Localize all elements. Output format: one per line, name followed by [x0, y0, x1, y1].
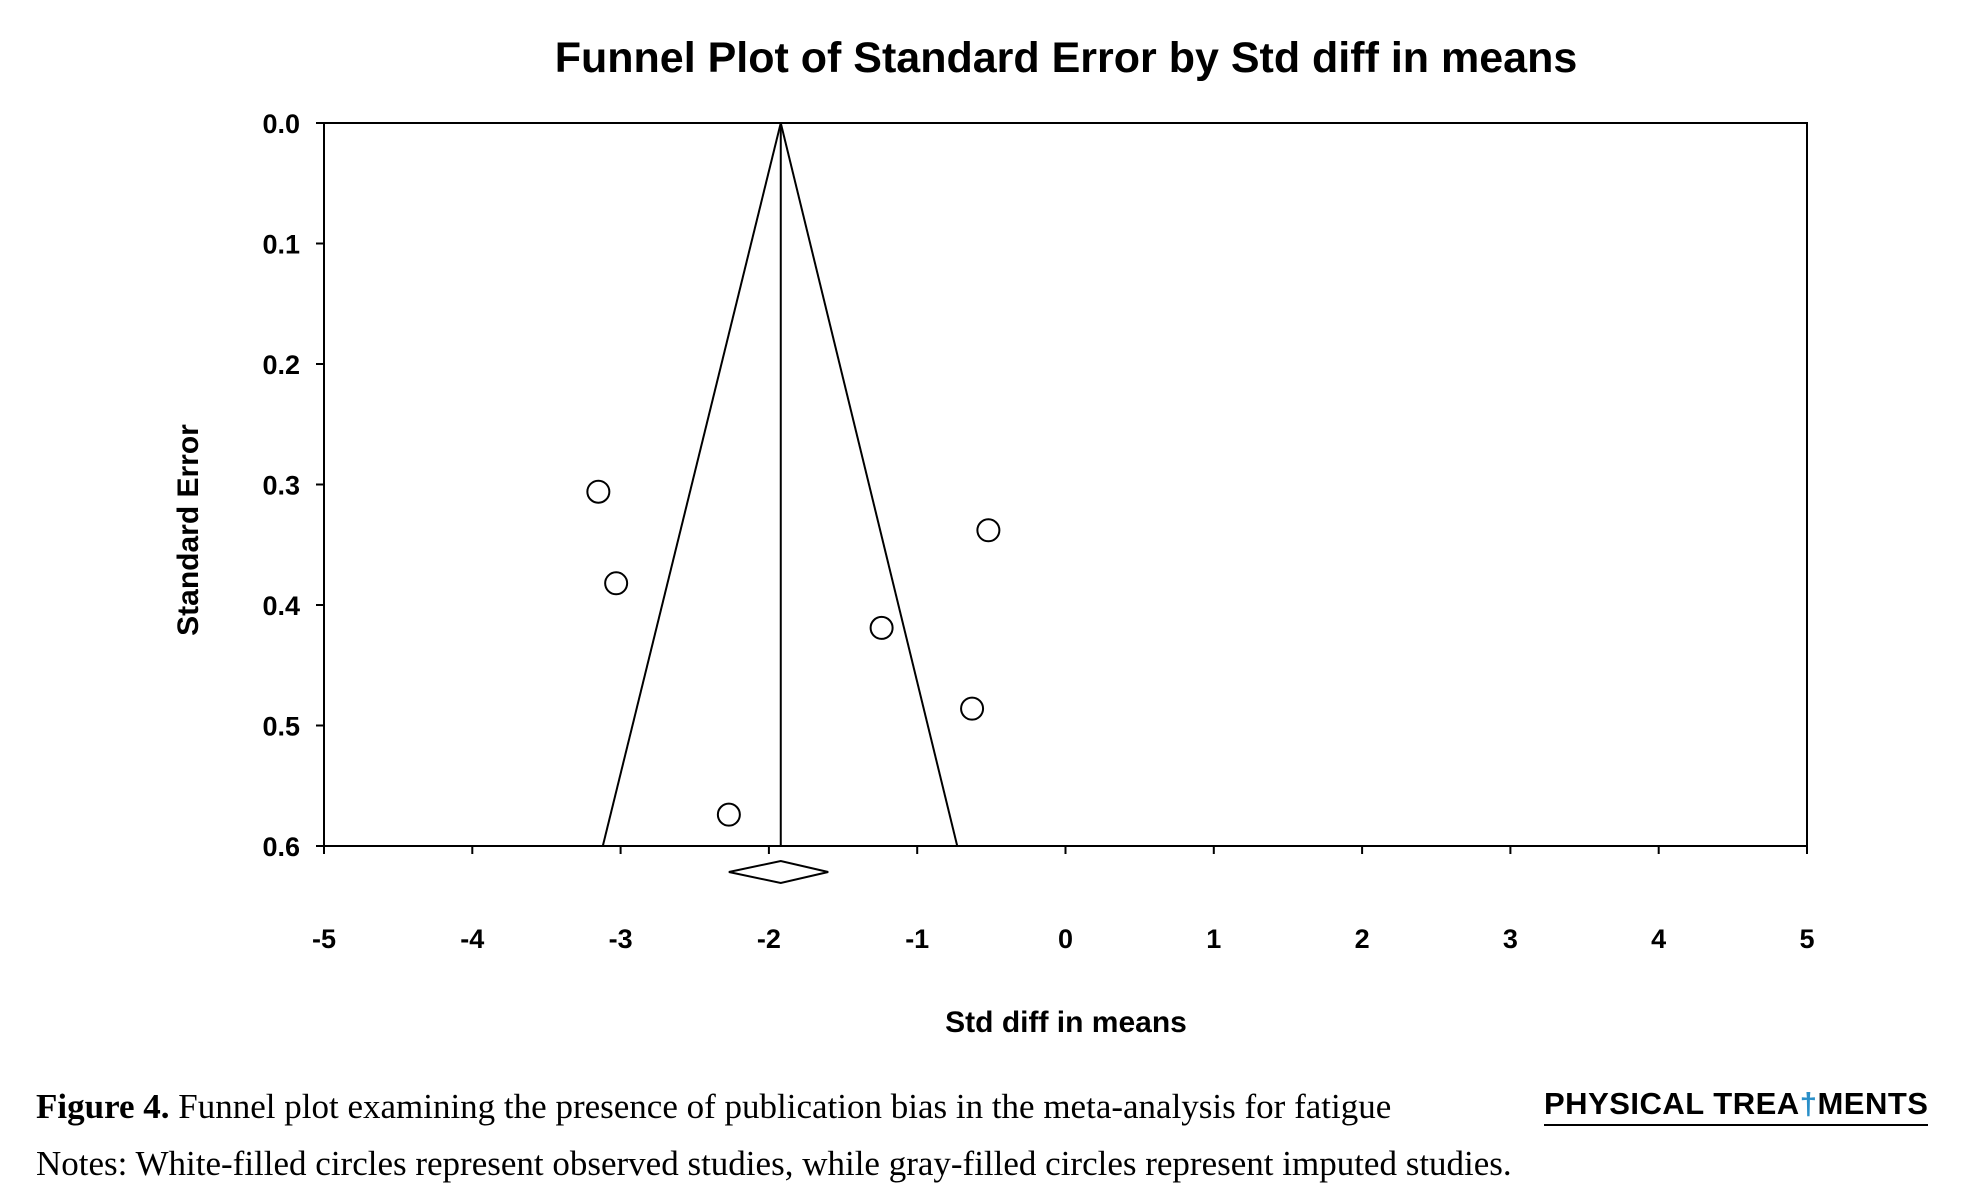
study-point	[960, 696, 985, 721]
y-tick-label: 0.0	[262, 109, 300, 139]
journal-name-accent: †	[1799, 1086, 1818, 1121]
caption-text: Funnel plot examining the presence of pu…	[169, 1087, 1392, 1126]
y-tick-label: 0.3	[262, 471, 300, 501]
funnel-right-line	[779, 122, 959, 847]
caption-notes: Notes: White-filled circles represent ob…	[36, 1144, 1512, 1183]
x-tick-label: -1	[905, 924, 929, 954]
x-tick-label: -3	[609, 924, 633, 954]
y-tick-label: 0.2	[262, 350, 300, 380]
journal-name-part1: PHYSICAL TREA	[1544, 1086, 1800, 1121]
x-tick-label: 4	[1651, 924, 1666, 954]
study-point	[586, 479, 611, 504]
x-tick-label: -5	[312, 924, 336, 954]
funnel-left-line	[601, 122, 782, 847]
y-tick-label: 0.1	[262, 230, 300, 260]
x-tick-label: 5	[1799, 924, 1814, 954]
x-tick-label: -4	[460, 924, 484, 954]
x-axis-label: Std diff in means	[945, 1006, 1187, 1039]
x-tick-label: 0	[1058, 924, 1073, 954]
x-tick-label: 2	[1355, 924, 1370, 954]
study-point	[716, 802, 741, 827]
y-tick-label: 0.4	[262, 591, 300, 621]
funnel-lines	[601, 122, 959, 847]
summary-diamond	[728, 859, 829, 885]
y-tick-label: 0.6	[262, 832, 300, 862]
summary-diamond-group	[728, 859, 829, 885]
x-tick-label: 3	[1503, 924, 1518, 954]
y-axis-ticks: 0.0 0.1 0.2 0.3 0.4 0.5 0.6	[262, 109, 324, 862]
funnel-plot-figure: Funnel Plot of Standard Error by Std dif…	[172, 34, 1815, 1039]
caption-title-line: Figure 4. Funnel plot examining the pres…	[36, 1078, 1936, 1135]
plot-area-frame	[323, 122, 1808, 847]
x-tick-label: -2	[757, 924, 781, 954]
y-tick-label: 0.5	[262, 712, 300, 742]
chart-title: Funnel Plot of Standard Error by Std dif…	[555, 34, 1578, 82]
journal-logo: PHYSICAL TREA†MENTS	[1544, 1086, 1929, 1126]
journal-name-part2: MENTS	[1817, 1086, 1929, 1121]
figure-caption: Figure 4. Funnel plot examining the pres…	[36, 1078, 1936, 1192]
y-axis-label: Standard Error	[172, 424, 205, 636]
study-point	[976, 518, 1001, 543]
caption-label: Figure 4.	[36, 1087, 170, 1126]
study-point	[604, 571, 629, 596]
study-points	[586, 479, 1001, 827]
x-tick-label: 1	[1206, 924, 1221, 954]
x-axis-ticks: -5 -4 -3 -2 -1 0 1 2 3 4 5	[312, 846, 1815, 954]
study-point	[869, 615, 894, 640]
